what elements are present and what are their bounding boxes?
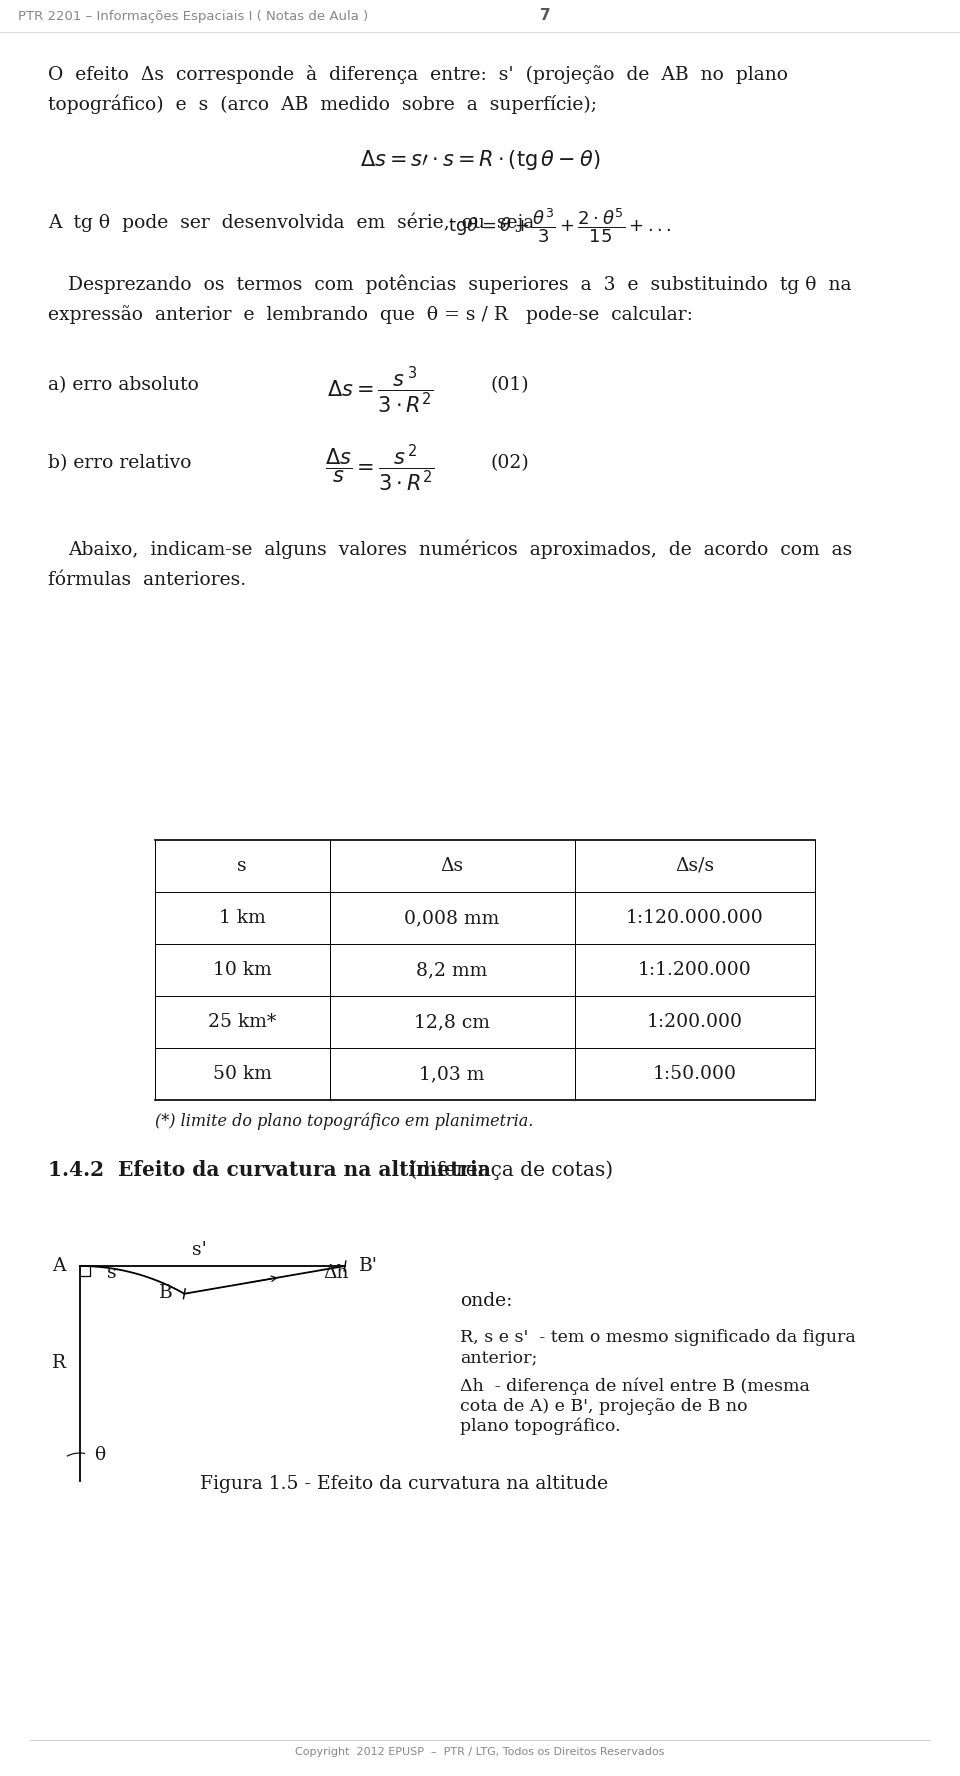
Text: expressão  anterior  e  lembrando  que  θ = s / R   pode-se  calcular:: expressão anterior e lembrando que θ = s… bbox=[48, 305, 693, 323]
Text: onde:: onde: bbox=[460, 1291, 513, 1311]
Text: a) erro absoluto: a) erro absoluto bbox=[48, 377, 199, 394]
Text: 1:200.000: 1:200.000 bbox=[647, 1012, 743, 1032]
Text: 1 km: 1 km bbox=[219, 909, 265, 927]
Text: A: A bbox=[53, 1257, 66, 1275]
Text: 7: 7 bbox=[540, 9, 551, 23]
Text: cota de A) e B', projeção de B no: cota de A) e B', projeção de B no bbox=[460, 1398, 748, 1415]
Text: 1.4.2  Efeito da curvatura na altimetria: 1.4.2 Efeito da curvatura na altimetria bbox=[48, 1160, 491, 1179]
Text: A  tg θ  pode  ser  desenvolvida  em  série,  ou  seja: A tg θ pode ser desenvolvida em série, o… bbox=[48, 213, 535, 233]
Text: anterior;: anterior; bbox=[460, 1350, 538, 1366]
Text: 1:120.000.000: 1:120.000.000 bbox=[626, 909, 764, 927]
Text: $\Delta s = s\prime \cdot s = R \cdot (\mathrm{tg}\,\theta - \theta)$: $\Delta s = s\prime \cdot s = R \cdot (\… bbox=[360, 147, 600, 172]
Text: 8,2 mm: 8,2 mm bbox=[417, 961, 488, 979]
Text: $\Delta s = \dfrac{s^{\,3}}{3 \cdot R^{2}}$: $\Delta s = \dfrac{s^{\,3}}{3 \cdot R^{2… bbox=[326, 364, 433, 416]
Text: θ: θ bbox=[94, 1446, 106, 1463]
Text: Δh: Δh bbox=[323, 1265, 348, 1282]
Text: Δh  - diferença de nível entre B (mesma: Δh - diferença de nível entre B (mesma bbox=[460, 1378, 810, 1394]
Text: Figura 1.5 - Efeito da curvatura na altitude: Figura 1.5 - Efeito da curvatura na alti… bbox=[200, 1476, 608, 1494]
Text: plano topográfico.: plano topográfico. bbox=[460, 1417, 620, 1435]
Text: 1:1.200.000: 1:1.200.000 bbox=[638, 961, 752, 979]
Text: b) erro relativo: b) erro relativo bbox=[48, 455, 191, 472]
Text: Desprezando  os  termos  com  potências  superiores  a  3  e  substituindo  tg θ: Desprezando os termos com potências supe… bbox=[68, 275, 852, 295]
Text: 12,8 cm: 12,8 cm bbox=[414, 1012, 490, 1032]
Text: Δs: Δs bbox=[441, 858, 464, 876]
Text: 25 km*: 25 km* bbox=[208, 1012, 276, 1032]
Text: B: B bbox=[158, 1284, 173, 1302]
Text: topográfico)  e  s  (arco  AB  medido  sobre  a  superfície);: topográfico) e s (arco AB medido sobre a… bbox=[48, 94, 597, 114]
Text: fórmulas  anteriores.: fórmulas anteriores. bbox=[48, 572, 246, 590]
Text: 1:50.000: 1:50.000 bbox=[653, 1066, 737, 1083]
Text: 10 km: 10 km bbox=[212, 961, 272, 979]
Text: s': s' bbox=[192, 1241, 206, 1259]
Text: Abaixo,  indicam-se  alguns  valores  numéricos  aproximados,  de  acordo  com  : Abaixo, indicam-se alguns valores numéri… bbox=[68, 540, 852, 559]
Text: (01): (01) bbox=[490, 377, 529, 394]
Text: $\mathrm{tg}\theta = \theta + \dfrac{\theta^3}{3} + \dfrac{2\cdot\theta^5}{15} +: $\mathrm{tg}\theta = \theta + \dfrac{\th… bbox=[448, 206, 672, 245]
Text: R, s e s'  - tem o mesmo significado da figura: R, s e s' - tem o mesmo significado da f… bbox=[460, 1328, 855, 1346]
Text: O  efeito  Δs  corresponde  à  diferença  entre:  s'  (projeção  de  AB  no  pla: O efeito Δs corresponde à diferença entr… bbox=[48, 66, 788, 83]
Text: 1,03 m: 1,03 m bbox=[420, 1066, 485, 1083]
Text: PTR 2201 – Informações Espaciais I ( Notas de Aula ): PTR 2201 – Informações Espaciais I ( Not… bbox=[18, 11, 369, 23]
Text: R: R bbox=[52, 1353, 66, 1371]
Text: $\dfrac{\Delta s}{s} = \dfrac{s^{\,2}}{3 \cdot R^{2}}$: $\dfrac{\Delta s}{s} = \dfrac{s^{\,2}}{3… bbox=[325, 442, 435, 494]
Text: Δs/s: Δs/s bbox=[676, 858, 714, 876]
Text: s: s bbox=[107, 1265, 117, 1282]
Text: 0,008 mm: 0,008 mm bbox=[404, 909, 499, 927]
Text: (02): (02) bbox=[490, 455, 529, 472]
Text: B': B' bbox=[359, 1257, 378, 1275]
Text: Copyright  2012 EPUSP  –  PTR / LTG, Todos os Direitos Reservados: Copyright 2012 EPUSP – PTR / LTG, Todos … bbox=[296, 1748, 664, 1756]
Text: (diferença de cotas): (diferença de cotas) bbox=[403, 1160, 613, 1179]
Text: (*) limite do plano topográfico em planimetria.: (*) limite do plano topográfico em plani… bbox=[155, 1112, 534, 1130]
Text: 50 km: 50 km bbox=[212, 1066, 272, 1083]
Text: s: s bbox=[237, 858, 247, 876]
